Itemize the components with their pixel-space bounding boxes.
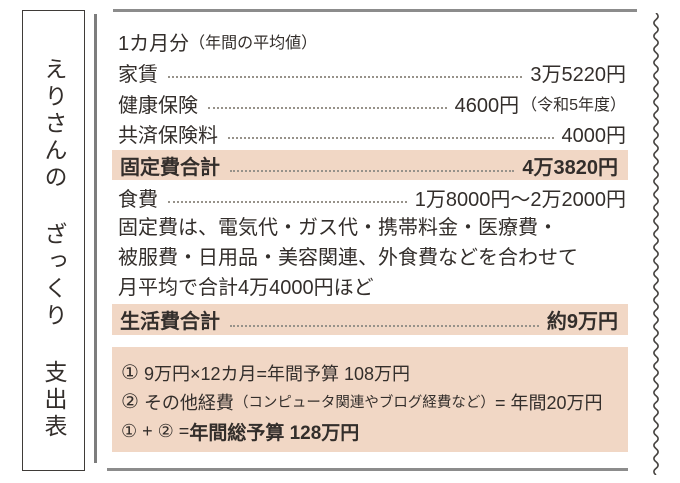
- row-value: 3万5220円: [530, 63, 626, 86]
- circled-1-icon: ①: [121, 362, 139, 384]
- table-row-fixed-cost-total: 固定費合計 4万3820円: [112, 150, 628, 180]
- dotted-leader: [228, 137, 554, 139]
- annual-total-budget: 年間総予算 128万円: [189, 422, 360, 444]
- header-note-detail: （年間の平均値）: [189, 35, 318, 52]
- dotted-leader: [168, 76, 523, 78]
- fixed-cost-description: 固定費は、電気代・ガス代・携帯料金・医療費・ 被服費・日用品・美容関連、外食費な…: [112, 213, 628, 303]
- row-label: 食費: [118, 188, 158, 211]
- budget-line-3: ① + ② = 年間総予算 128万円: [121, 416, 618, 446]
- header-note-row: 1カ月分 （年間の平均値）: [112, 27, 628, 55]
- dotted-leader: [208, 107, 447, 109]
- annual-budget-box: ① 9万円×12カ月=年間予算 108万円 ② その他経費 （コンピュータ関連や…: [112, 347, 628, 452]
- description-line: 被服費・日用品・美容関連、外食費などを合わせて: [118, 247, 578, 269]
- row-value: 4600円: [454, 94, 520, 117]
- row-value: 1万8000円～2万2000円: [414, 188, 626, 211]
- row-label: 共済保険料: [118, 124, 218, 147]
- row-value: 約9万円: [546, 311, 618, 333]
- table-row-rent: 家賃 3万5220円: [112, 58, 628, 86]
- top-rule: [113, 9, 637, 12]
- circled-2-icon: ②: [121, 391, 139, 413]
- row-value: 4000円: [561, 124, 627, 147]
- table-row-living-cost-total: 生活費合計 約9万円: [112, 304, 628, 335]
- budget-line-2: ② その他経費 （コンピュータ関連やブログ経費など） = 年間20万円: [121, 387, 618, 416]
- title-box: えりさんの ざっくり 支出表: [22, 10, 85, 471]
- header-note: 1カ月分: [118, 32, 190, 55]
- row-value: 4万3820円: [522, 156, 618, 179]
- row-label: 生活費合計: [120, 311, 220, 333]
- dotted-leader: [230, 325, 539, 327]
- description-line: 月平均で合計4万4000円ほど: [118, 277, 374, 299]
- row-label: 固定費合計: [120, 156, 220, 179]
- row-label: 健康保険: [118, 94, 198, 117]
- row-label: 家賃: [118, 63, 158, 86]
- dotted-leader: [230, 170, 515, 172]
- budget-line-2-detail: （コンピュータ関連やブログ経費など）: [233, 395, 495, 411]
- vertical-divider: [94, 14, 97, 463]
- budget-line-1-text: 9万円×12カ月=年間予算 108万円: [143, 363, 411, 384]
- table-row-food: 食費 1万8000円～2万2000円: [112, 183, 628, 211]
- table-content: 1カ月分 （年間の平均値） 家賃 3万5220円 健康保険 4600円 （令和5…: [112, 0, 628, 483]
- budget-line-1: ① 9万円×12カ月=年間予算 108万円: [121, 358, 618, 387]
- torn-edge-path: [653, 13, 659, 475]
- page-title: えりさんの ざっくり 支出表: [41, 57, 67, 441]
- table-row-health-insurance: 健康保険 4600円 （令和5年度）: [112, 89, 628, 117]
- row-value-note: （令和5年度）: [521, 97, 626, 114]
- budget-line-2-tail: = 年間20万円: [494, 392, 603, 413]
- torn-edge-icon: [653, 13, 659, 475]
- table-row-mutual-insurance: 共済保険料 4000円: [112, 119, 628, 147]
- budget-formula: ① + ② =: [121, 420, 190, 441]
- budget-line-2-text: その他経費: [143, 392, 234, 413]
- dotted-leader: [168, 201, 407, 203]
- description-line: 固定費は、電気代・ガス代・携帯料金・医療費・: [118, 217, 558, 239]
- bottom-rule: [107, 468, 628, 471]
